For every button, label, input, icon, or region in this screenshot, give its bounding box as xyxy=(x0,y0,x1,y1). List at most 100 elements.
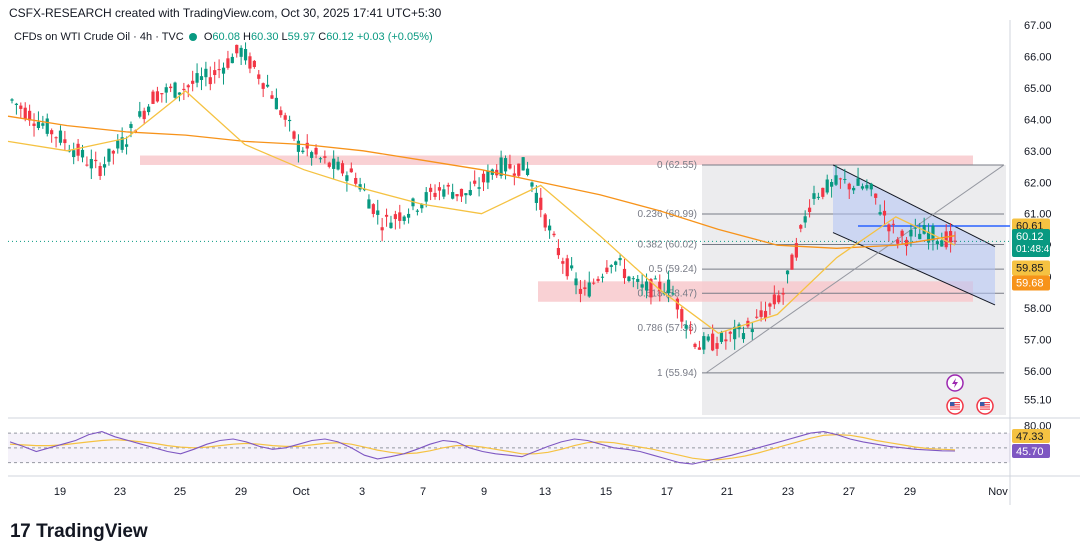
candle-body xyxy=(28,110,32,121)
time-tick-label: 21 xyxy=(721,486,733,498)
candle-body xyxy=(534,192,538,203)
time-tick-label: 29 xyxy=(904,486,916,498)
candle-body xyxy=(138,111,142,117)
candle-body xyxy=(402,216,406,221)
candle-body xyxy=(19,105,23,109)
candle-body xyxy=(195,73,199,83)
candle-body xyxy=(243,48,248,61)
ohlc-high: 60.30 xyxy=(250,31,279,43)
price-tick-label: 66.00 xyxy=(1024,51,1052,63)
price-label-box xyxy=(1012,275,1050,291)
candle-body xyxy=(265,84,270,87)
candle-body xyxy=(728,331,732,334)
fib-level-label: 0 (62.55) xyxy=(657,160,697,171)
candle-body xyxy=(305,142,309,149)
candle-body xyxy=(891,223,895,225)
candle-body xyxy=(702,336,706,350)
candle-body xyxy=(525,168,530,175)
candle-body xyxy=(486,170,490,183)
candle-body xyxy=(389,222,393,229)
candle-body xyxy=(477,187,481,189)
candle-body xyxy=(781,292,785,295)
candle-body xyxy=(164,87,168,93)
market-status-icon xyxy=(188,33,197,42)
candle-body xyxy=(843,178,847,180)
price-tick-label: 61.00 xyxy=(1024,209,1052,221)
candle-body xyxy=(14,103,19,105)
candle-body xyxy=(878,212,882,215)
rsi-moving-average xyxy=(9,433,956,461)
us-flag-icon xyxy=(976,397,994,415)
candle-body xyxy=(41,123,45,126)
candle-body xyxy=(830,182,834,187)
tradingview-logo[interactable]: 17 TradingView xyxy=(10,521,148,543)
candle-body xyxy=(772,294,776,305)
candle-body xyxy=(332,158,336,169)
candle-body xyxy=(913,227,917,229)
candle-body xyxy=(230,56,234,64)
candle-body xyxy=(600,276,605,278)
candle-body xyxy=(107,148,111,162)
price-label-box xyxy=(1012,260,1050,276)
candle-body xyxy=(208,77,212,85)
candle-body xyxy=(812,193,816,199)
candle-body xyxy=(627,276,631,282)
candle-body xyxy=(644,281,649,291)
chart-credit: CSFX-RESEARCH created with TradingView.c… xyxy=(9,6,442,20)
candle-body xyxy=(592,282,596,284)
candle-body xyxy=(481,173,486,183)
rsi-label-box xyxy=(1012,429,1050,443)
candle-body xyxy=(204,68,208,78)
candle-body xyxy=(618,257,622,261)
ohlc-close-label: C xyxy=(318,31,327,43)
candle-body xyxy=(556,247,561,256)
resistance-zone xyxy=(140,155,973,165)
time-tick-label: 19 xyxy=(54,486,66,498)
candle-body xyxy=(838,178,843,180)
time-tick-label: 23 xyxy=(782,486,794,498)
candle-body xyxy=(76,143,80,156)
candle-body xyxy=(380,227,384,231)
candle-body xyxy=(199,76,204,81)
candle-body xyxy=(72,150,76,158)
time-tick-label: 7 xyxy=(420,486,426,498)
candle-body xyxy=(503,158,508,172)
candle-body xyxy=(437,187,442,191)
fib-level-label: 0.236 (60.99) xyxy=(638,209,698,220)
candle-body xyxy=(367,199,371,209)
fib-level-label: 0.382 (60.02) xyxy=(638,240,698,251)
candle-body xyxy=(327,162,331,167)
candle-body xyxy=(261,83,265,89)
candle-body xyxy=(98,166,102,177)
flag-stripe xyxy=(980,408,990,410)
candle-body xyxy=(565,258,569,277)
descending-channel-fill xyxy=(833,164,995,305)
candle-body xyxy=(336,161,340,170)
candle-body xyxy=(354,177,358,184)
candle-body xyxy=(129,124,133,128)
candle-body xyxy=(578,288,583,294)
price-tick-label: 63.00 xyxy=(1024,146,1052,158)
fib-level-label: 0.618 (58.47) xyxy=(638,288,698,299)
candle-body xyxy=(257,74,261,79)
candle-body xyxy=(124,144,129,147)
candle-body xyxy=(596,278,600,281)
candle-body xyxy=(442,189,446,197)
flag-stripe xyxy=(980,402,990,404)
candle-body xyxy=(213,70,217,76)
candle-body xyxy=(420,204,424,209)
candle-body xyxy=(54,137,58,139)
symbol-legend[interactable]: CFDs on WTI Crude Oil · 4h · TVC O60.08 … xyxy=(14,31,433,43)
candle-body xyxy=(671,293,675,295)
candle-body xyxy=(715,343,719,349)
candle-body xyxy=(693,343,697,348)
time-tick-label: 29 xyxy=(235,486,247,498)
candle-body xyxy=(785,270,790,275)
candle-body xyxy=(248,56,252,69)
time-tick-label: 23 xyxy=(114,486,126,498)
candle-body xyxy=(36,121,41,129)
candle-body xyxy=(636,278,640,282)
price-tick-label: 57.00 xyxy=(1024,335,1052,347)
candle-body xyxy=(323,156,327,158)
